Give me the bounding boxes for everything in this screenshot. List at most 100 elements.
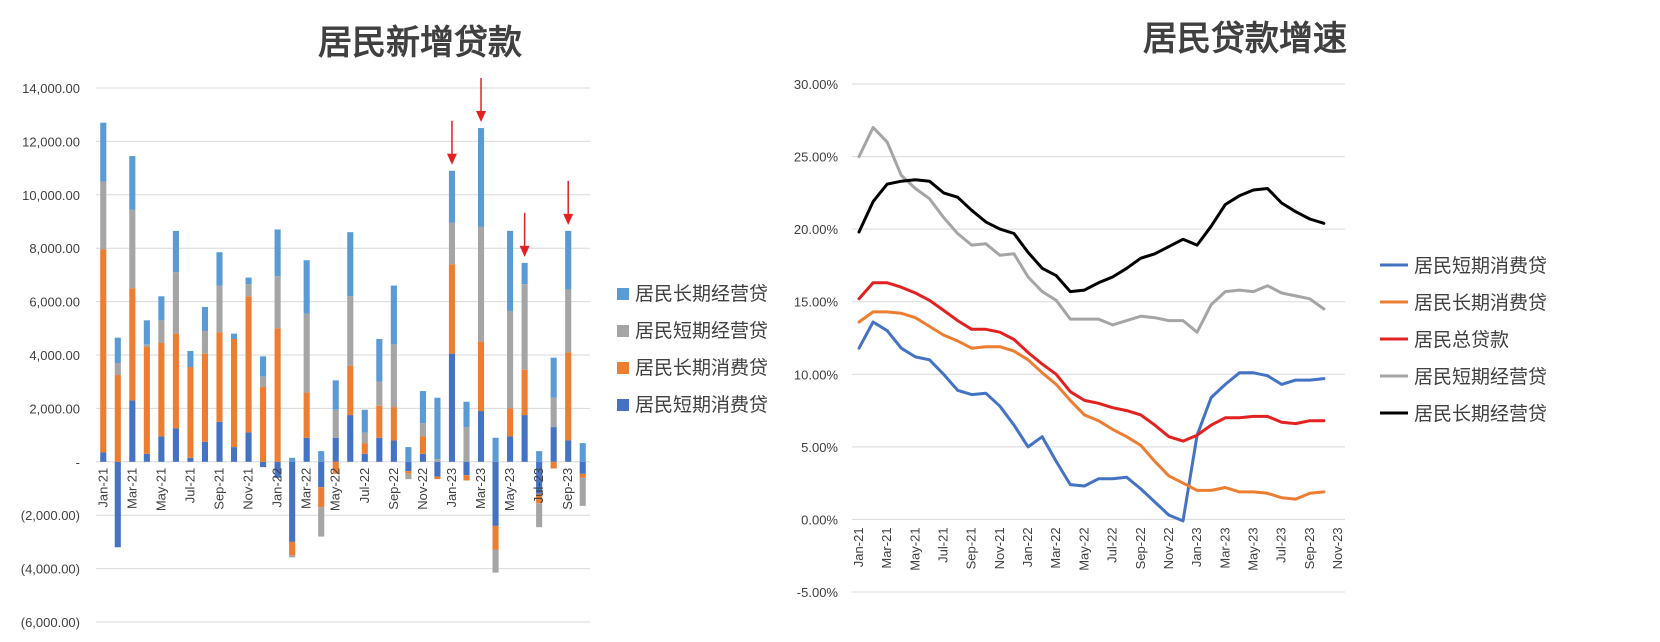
bar-segment xyxy=(492,437,499,462)
right-x-tick-label: Nov-21 xyxy=(992,527,1007,569)
bar-segment xyxy=(289,457,296,462)
bar-segment xyxy=(507,230,514,311)
bar-segment xyxy=(536,461,543,494)
left-x-tick-label: Jul-23 xyxy=(531,468,546,503)
bar-segment xyxy=(260,376,267,388)
bar-segment xyxy=(318,507,325,537)
left-chart-title: 居民新增贷款 xyxy=(318,23,522,63)
bar-segment xyxy=(463,475,470,481)
bar-segment xyxy=(289,555,296,558)
svg-text:居民长期经营贷: 居民长期经营贷 xyxy=(635,283,768,305)
bar-segment xyxy=(390,285,397,345)
bar-segment xyxy=(361,432,368,444)
bar-segment xyxy=(230,447,238,462)
bar-segment xyxy=(448,170,456,223)
bar-segment xyxy=(158,436,165,462)
right-x-tick-label: Sep-23 xyxy=(1302,527,1317,569)
bar-segment xyxy=(187,350,194,368)
right-y-tick-label: 5.00% xyxy=(801,440,838,455)
bar-segment xyxy=(448,353,456,462)
bar-segment xyxy=(216,332,223,422)
left-x-tick-label: Mar-21 xyxy=(124,468,139,509)
bar-segment xyxy=(216,421,223,462)
right-chart: 居民贷款增速 30.00% 25.00% 20.00% 15.00% 10.00% 5.0… xyxy=(794,19,1547,600)
left-y-tick-label: 8,000.00 xyxy=(29,241,80,256)
bar-segment xyxy=(434,397,441,460)
bar-segment xyxy=(260,387,267,462)
bar-segment xyxy=(477,128,485,227)
red-arrow-annotation xyxy=(446,120,457,165)
left-y-tick-label: (6,000.00) xyxy=(21,615,80,630)
bar-segment xyxy=(477,411,485,462)
bar-segment xyxy=(579,473,586,478)
bar-segment xyxy=(550,357,557,398)
bar-segment xyxy=(289,541,296,556)
bar-segment xyxy=(347,415,354,462)
legend-swatch xyxy=(617,325,629,337)
bar-segment xyxy=(376,381,383,406)
bar-segment xyxy=(361,443,368,454)
bar-segment xyxy=(129,288,136,401)
bar-segment xyxy=(361,409,368,433)
bar-segment xyxy=(100,122,107,182)
right-x-tick-label: Sep-21 xyxy=(964,527,979,569)
right-y-tick-label: 10.00% xyxy=(794,367,839,382)
legend-swatch xyxy=(617,399,629,411)
bar-segment xyxy=(318,461,325,488)
bar-segment xyxy=(536,493,543,504)
bar-segment xyxy=(419,423,426,437)
right-y-tick-label: -5.00% xyxy=(797,585,839,600)
bar-segment xyxy=(260,356,267,377)
bar-segment xyxy=(507,310,514,409)
svg-text:居民短期经营贷: 居民短期经营贷 xyxy=(635,320,768,342)
bar-segment xyxy=(201,306,209,331)
bar-segment xyxy=(245,432,252,462)
bar-segment xyxy=(565,352,572,441)
left-y-tick-label: (2,000.00) xyxy=(21,508,80,523)
right-x-tick-label: May-22 xyxy=(1076,527,1091,570)
bar-segment xyxy=(274,461,281,478)
right-y-tick-label: 0.00% xyxy=(801,512,838,527)
right-legend-item: 居民短期经营贷 xyxy=(1380,366,1547,388)
bar-segment xyxy=(376,405,383,438)
bar-segment xyxy=(172,333,179,429)
bar-segment xyxy=(158,320,165,343)
right-legend-item: 居民总贷款 xyxy=(1380,329,1509,351)
bar-segment xyxy=(114,461,121,548)
bar-segment xyxy=(507,436,514,462)
bar-segment xyxy=(550,427,557,462)
bar-segment xyxy=(405,447,412,462)
right-x-tick-label: Mar-21 xyxy=(879,527,894,568)
bar-segment xyxy=(507,408,514,437)
bar-segment xyxy=(565,289,572,353)
left-legend-item: 居民短期消费贷 xyxy=(617,394,768,416)
svg-text:居民短期经营贷: 居民短期经营贷 xyxy=(1414,366,1547,388)
bar-segment xyxy=(361,453,368,462)
bar-segment xyxy=(129,156,136,210)
right-x-tick-label: Jul-21 xyxy=(936,527,951,562)
bar-segment xyxy=(550,461,557,469)
right-x-tick-label: Nov-22 xyxy=(1161,527,1176,569)
left-x-tick-label: Sep-23 xyxy=(560,468,575,510)
bar-segment xyxy=(318,487,325,508)
bar-segment xyxy=(158,296,165,321)
series-line xyxy=(857,320,1326,523)
left-x-tick-label: Jan-22 xyxy=(270,468,285,508)
right-x-tick-label: Jan-21 xyxy=(851,527,866,567)
svg-text:居民长期消费贷: 居民长期消费贷 xyxy=(635,357,768,379)
bar-segment xyxy=(114,363,121,376)
bar-segment xyxy=(536,451,543,462)
bar-segment xyxy=(158,342,165,437)
left-x-tick-label: Jan-21 xyxy=(95,468,110,508)
bar-segment xyxy=(143,346,150,454)
bar-segment xyxy=(245,277,252,285)
bar-segment xyxy=(114,375,121,462)
right-x-tick-label: May-23 xyxy=(1245,527,1260,570)
svg-text:居民长期经营贷: 居民长期经营贷 xyxy=(1414,403,1547,425)
bar-segment xyxy=(521,262,528,285)
right-y-tick-label: 20.00% xyxy=(794,222,839,237)
right-x-tick-label: Jul-23 xyxy=(1274,527,1289,562)
bar-segment xyxy=(332,409,339,438)
left-y-tick-label: - xyxy=(76,455,80,470)
bar-segment xyxy=(390,344,397,408)
